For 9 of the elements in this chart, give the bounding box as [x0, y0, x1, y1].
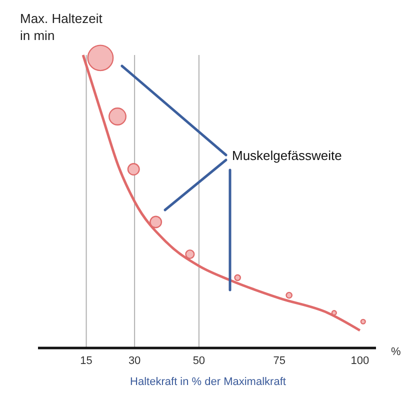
annotation: Muskelgefässweite	[232, 148, 342, 163]
text: %	[391, 346, 401, 358]
x-tick-label: 100	[350, 354, 370, 367]
y-axis-title: Max. Haltezeit in min	[20, 10, 104, 44]
x-tick-label: 75	[273, 354, 286, 367]
x-axis-title: Haltekraft in % der Maximalkraft	[129, 376, 287, 388]
x-tick-label: 50	[192, 354, 206, 367]
x-tick-label: 15	[80, 354, 92, 367]
x-tick-label: 30	[128, 354, 141, 367]
